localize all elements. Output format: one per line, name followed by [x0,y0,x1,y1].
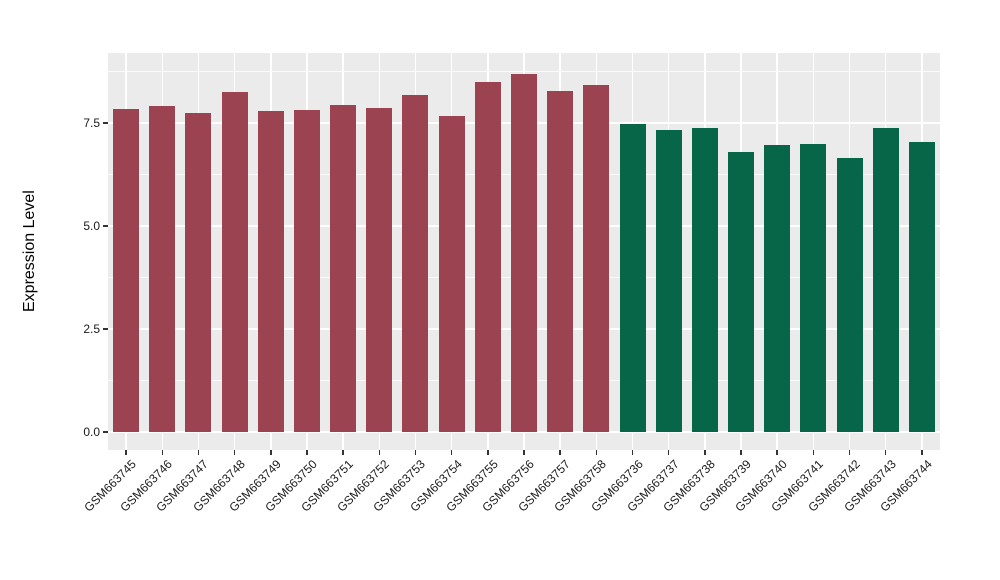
x-tick-mark [740,450,742,455]
bar-GSM663739 [728,152,755,432]
y-tick-label: 0.0 [83,425,100,439]
x-tick-mark [270,450,272,455]
x-tick-mark [523,450,525,455]
bar-GSM663744 [908,141,935,432]
x-tick-mark [595,450,598,455]
bar-GSM663753 [402,94,429,432]
x-tick-mark [848,450,851,455]
x-tick-mark [487,450,489,455]
x-tick-mark [161,450,163,455]
major-gridline [108,431,940,433]
bar-GSM663747 [185,113,212,432]
x-tick-mark [414,450,417,455]
bar-GSM663741 [800,143,827,432]
bar-GSM663754 [438,115,465,432]
bar-GSM663748 [221,91,248,432]
plot-panel [108,53,940,450]
x-tick-mark [921,450,923,455]
y-tick-label: 7.5 [83,116,100,130]
y-axis-title: Expression Level [21,190,38,313]
bar-GSM663745 [113,108,140,432]
x-tick-mark [812,450,815,455]
x-tick-mark [125,450,127,455]
bar-GSM663737 [655,129,682,432]
bar-GSM663757 [547,91,574,432]
y-tick-mark [103,328,108,330]
x-tick-mark [306,450,308,455]
bar-GSM663756 [511,74,537,432]
x-tick-mark [233,450,236,455]
x-tick-mark [884,450,887,455]
x-tick-mark [450,450,453,455]
bar-GSM663750 [293,110,320,432]
x-tick-mark [559,450,561,455]
bar-GSM663755 [474,81,501,432]
bar-GSM663743 [872,127,899,432]
x-tick-mark [704,450,706,455]
x-tick-mark [197,450,200,455]
y-tick-mark [103,122,108,124]
x-tick-mark [342,450,344,455]
bar-GSM663738 [691,127,718,432]
x-tick-mark [378,450,381,455]
minor-gridline [108,71,940,72]
y-tick-mark [103,431,108,433]
x-tick-mark [776,450,778,455]
bar-GSM663749 [257,111,284,432]
bar-GSM663752 [366,108,393,432]
y-tick-label: 2.5 [83,322,100,336]
bar-GSM663736 [619,124,646,432]
bar-GSM663751 [330,104,357,432]
y-tick-label: 5.0 [83,219,100,233]
bar-GSM663742 [836,158,863,432]
bar-GSM663740 [764,144,791,432]
y-tick-mark [103,225,108,227]
x-tick-mark [667,450,670,455]
bar-GSM663758 [583,85,610,432]
x-tick-mark [631,450,634,455]
bar-GSM663746 [149,105,176,432]
